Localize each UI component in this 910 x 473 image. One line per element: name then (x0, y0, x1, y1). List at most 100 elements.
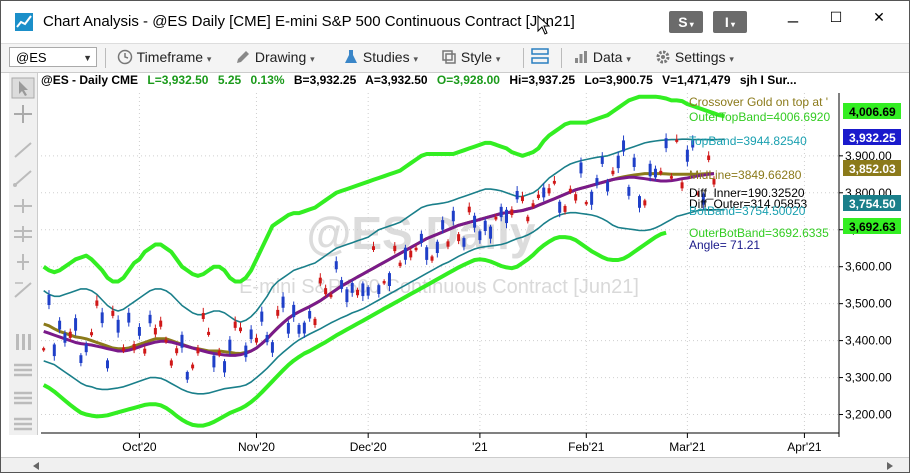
toolbar-separator (523, 48, 524, 68)
price-bar-body (425, 247, 429, 260)
pointer-tool-icon[interactable] (11, 77, 35, 99)
price-bar-body (691, 140, 695, 148)
symbol-input[interactable]: @ES ▼ (9, 47, 97, 67)
close-button[interactable]: ✕ (873, 9, 885, 25)
bars-tool-icon[interactable] (11, 331, 35, 353)
price-bar-body (127, 312, 131, 323)
info-rest: sjh I Sur... (739, 73, 797, 87)
toolbar-separator (105, 48, 106, 68)
flask-icon (345, 50, 357, 63)
price-bar-body (68, 331, 72, 338)
crossover-label: Crossover Gold on top at ' (689, 95, 828, 109)
price-bar-body (137, 326, 141, 336)
drawing-menu[interactable]: Drawing ▾ (235, 49, 315, 65)
maximize-button[interactable]: ☐ (829, 9, 843, 25)
angle-label: Angle= 71.21 (689, 238, 760, 252)
studies-menu[interactable]: Studies ▾ (343, 49, 418, 65)
info-low: Lo=3,900.75 (584, 73, 653, 87)
price-bar-body (175, 348, 179, 354)
price-bar-body (42, 348, 46, 351)
watermark-sub: E-mini S&P 500 Continuous Contract [Jun2… (239, 276, 639, 298)
price-bar-body (121, 347, 125, 352)
price-bar-body (409, 250, 413, 258)
price-bar-body (505, 209, 508, 224)
channel-tool-icon[interactable] (11, 223, 35, 245)
price-bar-body (95, 300, 99, 306)
x-tick-label: Oct'20 (122, 440, 157, 454)
y-tick-label: 3,600.00 (845, 260, 892, 274)
data-menu[interactable]: Data ▾ (573, 49, 631, 65)
fib-tool-icon[interactable] (11, 279, 35, 301)
more-tools-icon[interactable] (11, 413, 35, 435)
bands (42, 94, 726, 428)
scroll-left-icon[interactable] (31, 461, 41, 471)
price-bar-body (669, 176, 673, 179)
price-bar-body (100, 312, 104, 324)
price-bar-body (207, 331, 211, 335)
gear-icon (656, 50, 670, 64)
bot-band-label: BotBand=3754.50020 (689, 204, 806, 218)
title-bar: Chart Analysis - @ES Daily [CME] E-mini … (1, 1, 909, 41)
price-bar-body (228, 339, 232, 351)
price-bar-body (180, 334, 184, 348)
price-bar-body (595, 178, 599, 186)
price-bar-body (185, 371, 189, 380)
price-bar-body (356, 289, 360, 296)
price-bar-body (244, 345, 248, 358)
price-bar-body (616, 155, 620, 169)
price-bar-body (302, 322, 306, 334)
settings-menu[interactable]: Settings ▾ (655, 49, 734, 65)
study-labels: Crossover Gold on top at ' OuterTopBand=… (689, 95, 830, 252)
horizontal-scrollbar[interactable] (1, 457, 909, 472)
clock-icon (117, 49, 133, 65)
pencil-icon (237, 51, 249, 63)
price-bar-body (249, 329, 253, 340)
minimize-button[interactable]: _ (787, 3, 798, 23)
s-menu-button[interactable]: S ▾ (669, 11, 703, 33)
price-bar-body (558, 201, 562, 213)
price-bar-body (675, 139, 679, 142)
price-bar-body (318, 277, 322, 284)
price-bar-body (451, 210, 455, 222)
price-bar-body (606, 181, 610, 192)
price-bar-body (132, 344, 136, 351)
x-tick-label: Feb'21 (568, 440, 605, 454)
price-bar-body (387, 273, 391, 287)
timeframe-menu[interactable]: Timeframe ▾ (117, 49, 211, 65)
line-tool-icon[interactable] (11, 167, 35, 189)
x-tick-label: '21 (472, 440, 488, 454)
i-menu-button[interactable]: I ▾ (713, 11, 747, 33)
price-bar-body (345, 289, 349, 303)
last-tag-bg (843, 129, 901, 145)
horizontal-line-tool-icon[interactable] (11, 195, 35, 217)
price-bar-body (143, 348, 147, 354)
price-bar-body (568, 188, 572, 193)
list-tool-icon[interactable] (11, 359, 35, 381)
ruler-tool-icon[interactable] (11, 387, 35, 409)
info-bid: B=3,932.25 (293, 73, 357, 87)
scroll-right-icon[interactable] (885, 461, 895, 471)
vertical-line-tool-icon[interactable] (11, 251, 35, 273)
watermark: @ES Daily E-mini S&P 500 Continuous Cont… (239, 207, 639, 298)
last-tag: 3,932.25 (849, 131, 896, 145)
layout-button[interactable] (531, 47, 549, 70)
style-menu[interactable]: Style ▾ (441, 49, 500, 65)
mouse-cursor-icon (537, 15, 551, 35)
price-bar-body (520, 196, 524, 202)
y-tick-label: 3,500.00 (845, 297, 892, 311)
price-bar-body (276, 309, 280, 316)
price-bar-body (653, 168, 657, 178)
price-bar-body (377, 285, 381, 294)
price-bar-body (510, 209, 514, 216)
price-bar-body (106, 360, 109, 369)
price-bar-body (350, 283, 354, 293)
trendline-tool-icon[interactable] (11, 139, 35, 161)
window-title: Chart Analysis - @ES Daily [CME] E-mini … (43, 13, 575, 30)
price-bar-body (63, 333, 67, 343)
price-bar-body (478, 231, 482, 241)
price-bar-body (270, 342, 274, 353)
crosshair-tool-icon[interactable] (11, 103, 35, 125)
info-pct: 0.13% (250, 73, 285, 87)
price-bar-body (473, 215, 477, 228)
